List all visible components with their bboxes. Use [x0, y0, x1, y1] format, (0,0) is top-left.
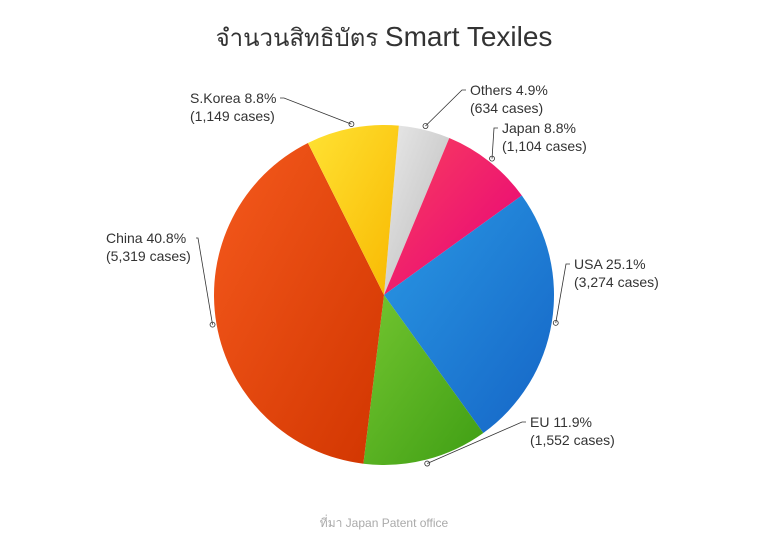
slice-label-line2: (5,319 cases)	[106, 248, 191, 266]
leader-line	[280, 98, 351, 124]
slice-label-line1: EU 11.9%	[530, 414, 615, 432]
slice-label-line1: S.Korea 8.8%	[190, 90, 276, 108]
chart-title: จำนวนสิทธิบัตร Smart Texiles	[0, 18, 768, 57]
slice-label-china: China 40.8%(5,319 cases)	[106, 230, 191, 265]
chart-footer: ที่มา Japan Patent office	[0, 514, 768, 533]
pie-chart: Others 4.9%(634 cases)Japan 8.8%(1,104 c…	[0, 70, 768, 510]
title-thai: จำนวนสิทธิบัตร	[216, 25, 385, 52]
title-eng: Smart Texiles	[385, 21, 553, 52]
slice-label-line1: USA 25.1%	[574, 256, 659, 274]
slice-label-japan: Japan 8.8%(1,104 cases)	[502, 120, 587, 155]
slice-label-line1: Others 4.9%	[470, 82, 548, 100]
slice-label-line1: China 40.8%	[106, 230, 191, 248]
slice-label-others: Others 4.9%(634 cases)	[470, 82, 548, 117]
slice-label-line2: (1,149 cases)	[190, 108, 276, 126]
slice-label-line2: (3,274 cases)	[574, 274, 659, 292]
slice-label-skorea: S.Korea 8.8%(1,149 cases)	[190, 90, 276, 125]
slice-label-usa: USA 25.1%(3,274 cases)	[574, 256, 659, 291]
leader-line	[425, 90, 466, 126]
slice-label-line1: Japan 8.8%	[502, 120, 587, 138]
slice-label-line2: (634 cases)	[470, 100, 548, 118]
slice-label-eu: EU 11.9%(1,552 cases)	[530, 414, 615, 449]
leader-line	[556, 264, 570, 323]
leader-line	[196, 238, 213, 325]
slice-label-line2: (1,104 cases)	[502, 138, 587, 156]
slice-label-line2: (1,552 cases)	[530, 432, 615, 450]
leader-line	[492, 128, 498, 159]
